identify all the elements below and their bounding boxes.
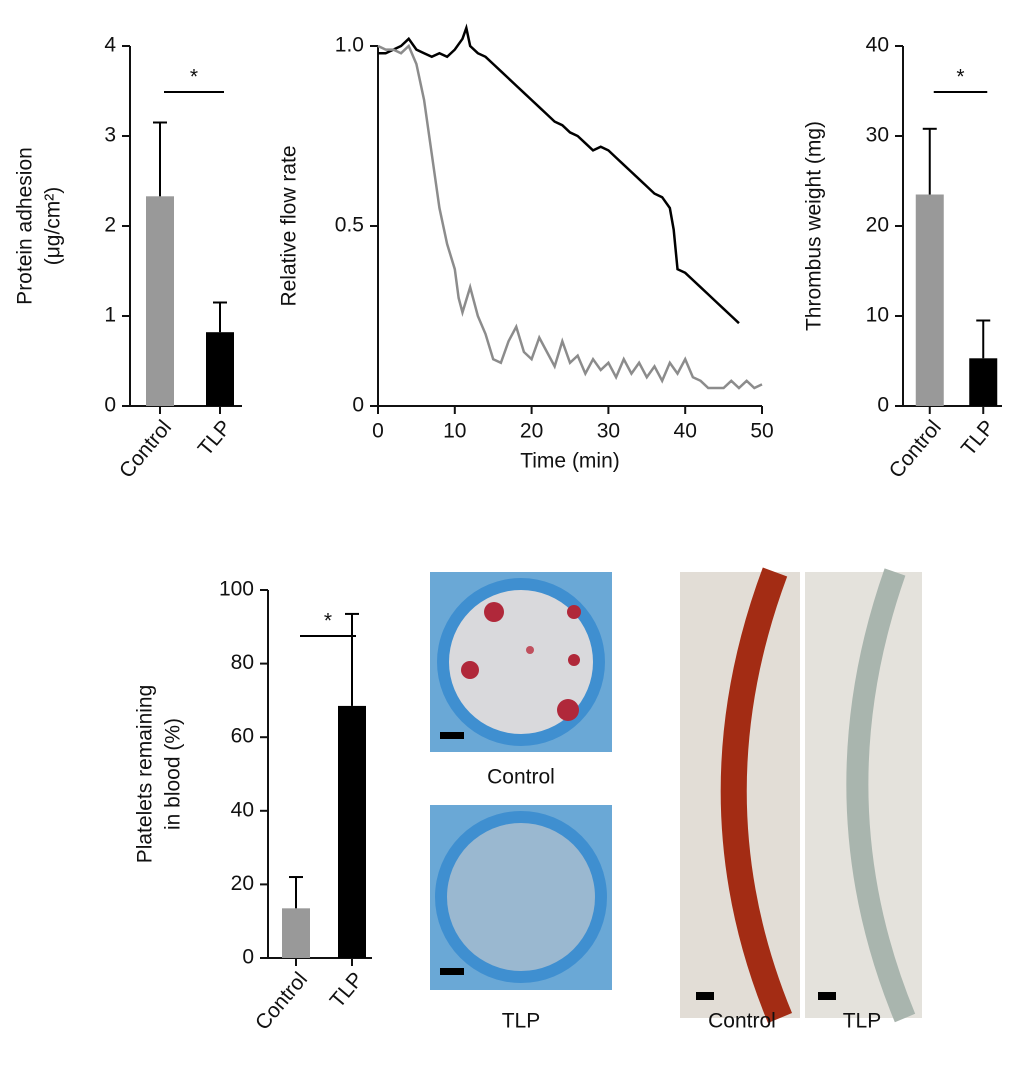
photo-label: Control bbox=[487, 766, 555, 789]
line-series bbox=[378, 23, 740, 325]
x-tick-label: TLP bbox=[326, 968, 368, 1012]
photo-label: TLP bbox=[502, 1010, 541, 1033]
y-axis-label: Relative flow rate bbox=[278, 145, 301, 306]
x-tick-label: 50 bbox=[750, 420, 773, 443]
y-tick-label: 40 bbox=[866, 34, 889, 57]
x-axis-label: Time (min) bbox=[520, 450, 620, 473]
y-axis-label: in blood (%) bbox=[162, 718, 185, 830]
x-tick-label: 30 bbox=[597, 420, 620, 443]
y-tick-label: 20 bbox=[231, 872, 254, 895]
y-tick-label: 80 bbox=[231, 651, 254, 674]
y-axis-label: Protein adhesion bbox=[14, 147, 37, 305]
y-tick-label: 40 bbox=[231, 798, 254, 821]
photo-label: Control bbox=[708, 1010, 776, 1033]
significance-label: * bbox=[956, 66, 964, 89]
bar bbox=[338, 705, 366, 958]
y-tick-label: 2 bbox=[104, 214, 116, 237]
y-axis-label: (μg/cm²) bbox=[42, 187, 65, 266]
y-tick-label: 0 bbox=[242, 946, 254, 969]
x-tick-label: Control bbox=[115, 416, 176, 483]
y-tick-label: 10 bbox=[866, 304, 889, 327]
y-tick-label: 100 bbox=[219, 578, 254, 601]
bar bbox=[969, 358, 998, 406]
y-tick-label: 0 bbox=[877, 394, 889, 417]
y-tick-label: 4 bbox=[104, 34, 116, 57]
x-tick-label: Control bbox=[885, 416, 946, 483]
photo-label: TLP bbox=[843, 1010, 882, 1033]
significance-label: * bbox=[190, 66, 198, 89]
x-tick-label: Control bbox=[251, 968, 312, 1035]
bar bbox=[282, 908, 310, 958]
y-tick-label: 0 bbox=[352, 394, 364, 417]
line-series bbox=[377, 43, 763, 390]
y-tick-label: 3 bbox=[104, 124, 116, 147]
x-tick-label: 20 bbox=[520, 420, 543, 443]
bar bbox=[206, 332, 234, 406]
dish-photo bbox=[430, 805, 612, 990]
y-tick-label: 60 bbox=[231, 725, 254, 748]
x-tick-label: 40 bbox=[674, 420, 697, 443]
bar bbox=[146, 196, 174, 406]
y-tick-label: 30 bbox=[866, 124, 889, 147]
y-tick-label: 1 bbox=[104, 304, 116, 327]
x-tick-label: TLP bbox=[194, 416, 236, 460]
y-tick-label: 0.5 bbox=[335, 214, 364, 237]
y-axis-label: Platelets remaining bbox=[134, 685, 157, 864]
y-axis-label: Thrombus weight (mg) bbox=[803, 121, 826, 331]
x-tick-label: 10 bbox=[443, 420, 466, 443]
dish-photo bbox=[430, 572, 612, 752]
tube-photo bbox=[805, 568, 922, 1023]
x-tick-label: 0 bbox=[372, 420, 384, 443]
significance-label: * bbox=[324, 610, 332, 633]
y-tick-label: 20 bbox=[866, 214, 889, 237]
bar bbox=[915, 194, 944, 406]
x-tick-label: TLP bbox=[957, 416, 999, 460]
y-tick-label: 0 bbox=[104, 394, 116, 417]
y-tick-label: 1.0 bbox=[335, 34, 364, 57]
tube-photo bbox=[680, 567, 800, 1023]
